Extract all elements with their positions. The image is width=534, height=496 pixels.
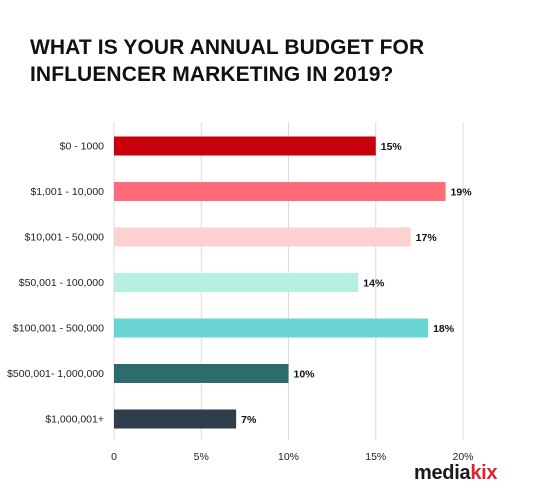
data-label: 17% (416, 232, 438, 244)
data-label: 7% (241, 414, 257, 426)
data-label: 10% (294, 369, 316, 381)
bar (114, 273, 359, 292)
category-label: $1,001 - 10,000 (30, 186, 104, 198)
logo-text-media: media (414, 462, 471, 484)
bar (114, 136, 376, 156)
bar (114, 364, 289, 383)
x-tick-label: 10% (278, 451, 299, 463)
category-label: $1,000,001+ (45, 414, 104, 426)
category-label: $50,001 - 100,000 (19, 277, 104, 289)
bar (114, 182, 446, 201)
chart-title: WHAT IS YOUR ANNUAL BUDGET FOR INFLUENCE… (30, 36, 425, 86)
bar (114, 409, 237, 429)
category-label: $100,001 - 500,000 (13, 323, 104, 335)
data-label: 19% (451, 187, 473, 199)
category-label: $10,001 - 50,000 (25, 232, 105, 244)
bar (114, 318, 429, 338)
data-label: 15% (381, 141, 403, 153)
logo-text-kix: kix (470, 462, 498, 484)
bar (114, 227, 411, 247)
mediakix-logo: mediakix (414, 462, 498, 485)
x-tick-label: 5% (194, 451, 209, 463)
chart-title-wrap: WHAT IS YOUR ANNUAL BUDGET FOR INFLUENCE… (30, 34, 430, 88)
data-label: 18% (433, 323, 455, 335)
x-tick-label: 15% (365, 451, 386, 463)
x-tick-label: 0 (111, 451, 117, 463)
x-tick-label: 20% (452, 451, 473, 463)
category-label: $500,001- 1,000,000 (7, 368, 104, 380)
data-label: 14% (363, 278, 385, 290)
category-label: $0 - 1000 (60, 141, 105, 153)
